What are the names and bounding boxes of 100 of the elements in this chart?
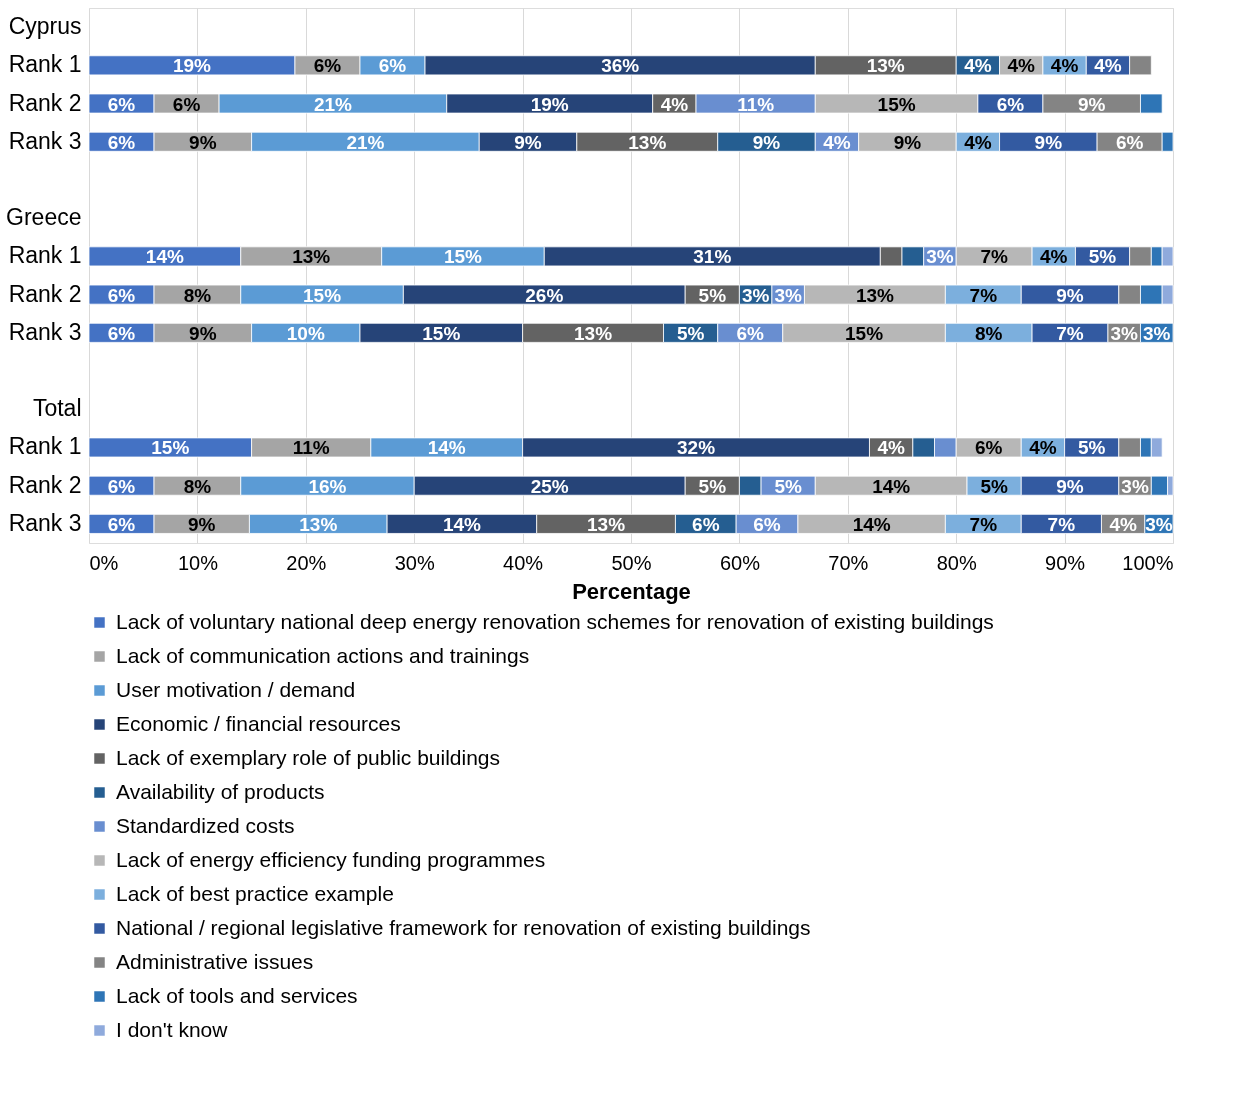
data-label: 4%: [964, 131, 992, 153]
x-tick-label: 70%: [828, 551, 869, 574]
y-tick-label: Rank 2: [8, 89, 82, 116]
data-label: 7%: [969, 284, 998, 306]
data-label: 9%: [1056, 475, 1084, 497]
data-label: 7%: [980, 246, 1008, 268]
data-label: 14%: [872, 475, 911, 497]
data-label: 13%: [866, 55, 905, 77]
data-label: 3%: [1110, 322, 1139, 344]
data-label: 11%: [737, 93, 775, 115]
x-tick-label: 80%: [936, 551, 977, 574]
data-label: 3%: [741, 284, 770, 306]
data-label: 13%: [299, 513, 338, 535]
y-tick-label: Rank 3: [8, 509, 82, 536]
data-label: 8%: [183, 475, 212, 497]
data-label: 14%: [427, 437, 466, 459]
data-label: 6%: [736, 322, 765, 344]
legend-label: User motivation / demand: [116, 677, 356, 701]
y-tick-label: Rank 2: [8, 471, 82, 498]
legend-label: Availability of products: [116, 779, 325, 803]
x-tick-label: 90%: [1045, 551, 1086, 574]
data-label: 36%: [601, 55, 640, 77]
data-label: 19%: [530, 93, 569, 115]
x-tick-label: 100%: [1122, 551, 1174, 574]
data-label: 3%: [774, 284, 803, 306]
data-label: 10%: [286, 322, 325, 344]
data-label: 9%: [189, 131, 217, 153]
data-label: 9%: [188, 513, 216, 535]
data-label: 9%: [893, 131, 922, 153]
data-label: 6%: [1115, 131, 1144, 153]
data-label: 7%: [969, 513, 998, 535]
data-label: 3%: [1143, 322, 1171, 344]
data-label: 5%: [1088, 246, 1117, 268]
data-label: 5%: [1077, 437, 1106, 459]
data-label: 5%: [980, 475, 1008, 497]
data-label: 11%: [292, 437, 330, 459]
data-label: 14%: [145, 246, 184, 268]
data-label: 8%: [183, 284, 212, 306]
data-label: 15%: [443, 246, 483, 268]
data-label: 16%: [308, 475, 347, 497]
y-tick-label: Rank 1: [8, 242, 82, 269]
data-label: 4%: [1109, 513, 1137, 535]
data-label: 6%: [107, 93, 136, 115]
legend-label: National / regional legislative framework for renovation of existing buildings: [116, 915, 811, 939]
data-label: 9%: [189, 322, 217, 344]
data-label: 6%: [313, 55, 342, 77]
data-label: 25%: [530, 475, 569, 497]
data-label: 14%: [852, 513, 891, 535]
data-label: 5%: [774, 475, 803, 497]
data-label: 4%: [1040, 246, 1068, 268]
data-label: 21%: [346, 131, 385, 153]
data-label: 3%: [926, 246, 954, 268]
data-label: 4%: [1050, 55, 1079, 77]
y-tick-label: Greece: [6, 204, 82, 231]
data-label: 13%: [628, 131, 667, 153]
data-label: 6%: [974, 437, 1003, 459]
x-tick-label: 0%: [89, 551, 119, 574]
data-label: 8%: [974, 322, 1003, 344]
legend-label: Lack of exemplary role of public buildings: [116, 745, 501, 769]
data-label: 31%: [693, 246, 732, 268]
y-tick-label: Rank 1: [8, 51, 82, 78]
data-label: 7%: [1056, 322, 1084, 344]
data-label: 13%: [587, 513, 626, 535]
data-label: 9%: [514, 131, 542, 153]
legend-label: Lack of energy efficiency funding programmes: [116, 847, 546, 871]
data-label: 4%: [877, 437, 905, 459]
y-tick-label: Cyprus: [8, 13, 82, 40]
y-tick-label: Rank 1: [8, 433, 82, 460]
data-label: 21%: [313, 93, 353, 115]
data-label: 15%: [422, 322, 461, 344]
data-label: 13%: [855, 284, 895, 306]
data-label: 9%: [1056, 284, 1084, 306]
legend-label: I don't know: [116, 1017, 229, 1041]
data-label: 14%: [442, 513, 482, 535]
data-label: 4%: [1007, 55, 1036, 77]
data-label: 26%: [525, 284, 564, 306]
x-tick-label: 20%: [286, 551, 327, 574]
data-label: 19%: [172, 55, 212, 77]
data-label: 4%: [1029, 437, 1057, 459]
data-label: 6%: [107, 284, 136, 306]
legend-label: Administrative issues: [116, 949, 314, 973]
data-label: 7%: [1047, 513, 1076, 535]
x-tick-label: 60%: [719, 551, 761, 574]
data-label: 6%: [378, 55, 407, 77]
legend-label: Standardized costs: [116, 813, 295, 837]
data-label: 5%: [698, 475, 727, 497]
data-label: 9%: [1077, 93, 1106, 115]
data-label: 4%: [823, 131, 851, 153]
legend-label: Lack of voluntary national deep energy renovation schemes for renovation of existing buildings: [116, 609, 994, 633]
legend-label: Lack of tools and services: [116, 983, 358, 1007]
data-label: 9%: [752, 131, 781, 153]
data-label: 15%: [151, 437, 190, 459]
x-tick-label: 40%: [503, 551, 544, 574]
data-label: 6%: [107, 131, 136, 153]
data-label: 5%: [676, 322, 705, 344]
data-label: 9%: [1034, 131, 1063, 153]
legend-label: Economic / financial resources: [116, 711, 401, 735]
data-label: 15%: [845, 322, 884, 344]
data-label: 6%: [753, 513, 781, 535]
data-label: 15%: [303, 284, 342, 306]
